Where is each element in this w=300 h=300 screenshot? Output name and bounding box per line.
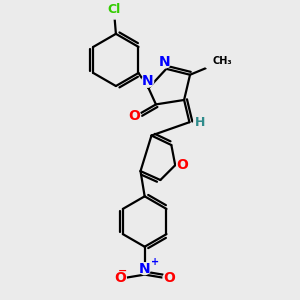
Text: N: N	[142, 74, 153, 88]
Text: +: +	[151, 256, 159, 266]
Text: −: −	[118, 266, 128, 275]
Text: Cl: Cl	[108, 3, 121, 16]
Circle shape	[203, 51, 222, 70]
Circle shape	[139, 263, 151, 274]
Text: O: O	[114, 271, 126, 285]
Circle shape	[129, 110, 140, 122]
Circle shape	[142, 75, 154, 87]
Circle shape	[194, 116, 206, 128]
Text: H: H	[195, 116, 205, 129]
Circle shape	[177, 159, 188, 171]
Text: N: N	[139, 262, 151, 276]
Circle shape	[163, 272, 175, 284]
Text: O: O	[129, 109, 140, 123]
Text: N: N	[159, 55, 171, 69]
Circle shape	[105, 0, 124, 19]
Text: O: O	[163, 271, 175, 285]
Text: O: O	[177, 158, 189, 172]
Circle shape	[159, 56, 171, 68]
Text: CH₃: CH₃	[213, 56, 233, 65]
Circle shape	[114, 272, 126, 284]
